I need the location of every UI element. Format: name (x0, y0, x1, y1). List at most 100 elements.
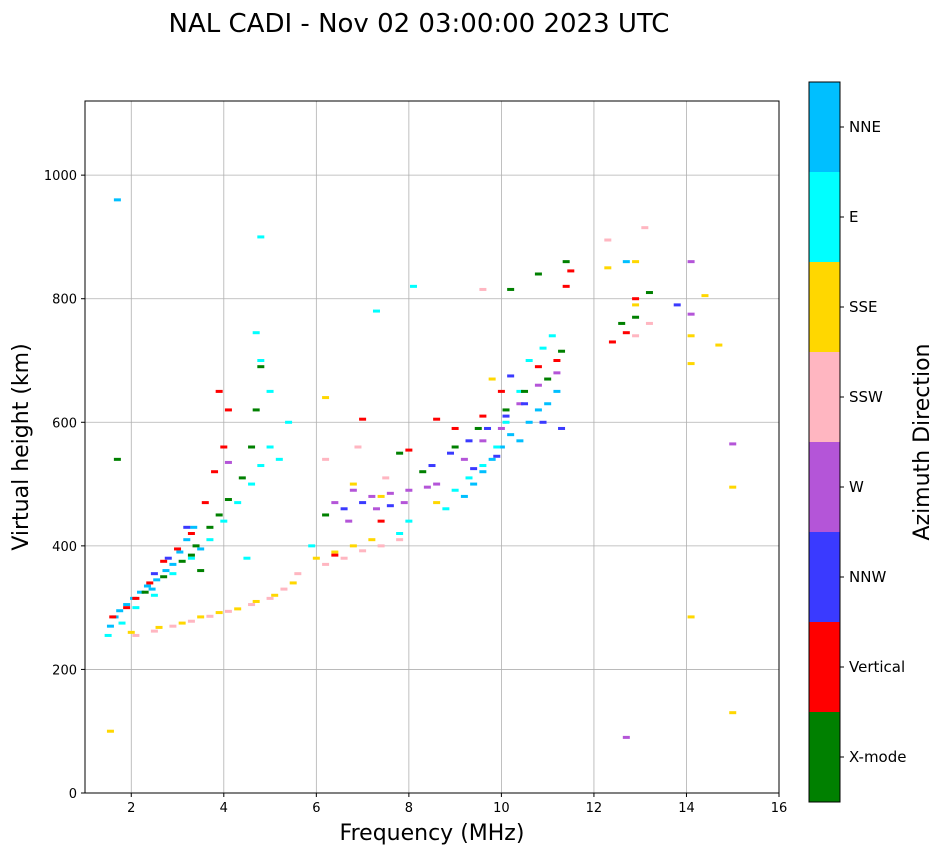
data-point (178, 621, 186, 625)
data-point (553, 371, 561, 375)
data-point (359, 417, 367, 421)
data-point (729, 485, 737, 489)
data-point (252, 599, 260, 603)
colorbar-swatch (809, 172, 840, 262)
data-point (377, 544, 385, 548)
colorbar-swatch (809, 442, 840, 532)
data-point (604, 238, 612, 242)
data-point (715, 343, 723, 347)
data-point (215, 513, 223, 517)
data-point (419, 470, 427, 474)
data-point (405, 519, 413, 523)
data-point (169, 624, 177, 628)
data-point (190, 525, 198, 529)
data-point (174, 547, 182, 551)
series-w (224, 260, 737, 739)
data-point (465, 439, 473, 443)
data-point (558, 349, 566, 353)
data-point (534, 365, 542, 369)
data-point (553, 389, 561, 393)
y-tick-label: 1000 (44, 169, 77, 184)
data-point (183, 538, 191, 542)
x-axis-label: Frequency (MHz) (340, 821, 525, 846)
data-point (331, 550, 339, 554)
data-point (368, 494, 376, 498)
y-axis-label: Virtual height (km) (9, 343, 34, 550)
colorbar-swatch (809, 622, 840, 712)
series-ssw (132, 226, 653, 637)
colorbar-swatch (809, 712, 840, 802)
data-point (622, 331, 630, 335)
data-point (169, 562, 177, 566)
data-point (238, 476, 246, 480)
data-point (507, 287, 515, 291)
data-point (359, 549, 367, 553)
data-point (386, 491, 394, 495)
data-point (562, 284, 570, 288)
data-point (257, 235, 265, 239)
data-point (447, 451, 455, 455)
data-point (553, 359, 561, 362)
colorbar-swatch (809, 262, 840, 352)
data-point (433, 482, 441, 486)
data-point (206, 538, 214, 542)
data-point (252, 331, 260, 335)
data-point (224, 460, 232, 464)
data-point (359, 501, 367, 505)
series-nnw (150, 303, 681, 576)
data-point (516, 402, 524, 406)
data-point (169, 572, 177, 576)
data-point (178, 559, 186, 563)
data-point (470, 482, 478, 486)
data-point (502, 420, 510, 424)
data-point (433, 417, 441, 421)
y-tick-label: 800 (52, 293, 77, 308)
data-point (400, 501, 408, 505)
data-point (632, 334, 640, 338)
data-point (150, 593, 158, 597)
data-point (345, 519, 353, 523)
data-point (132, 606, 140, 610)
data-point (368, 538, 376, 542)
data-point (294, 572, 302, 576)
data-point (544, 377, 552, 381)
data-point (220, 445, 228, 449)
colorbar-tick-label: SSW (849, 388, 883, 406)
data-point (340, 507, 348, 511)
y-tick-label: 400 (52, 540, 77, 555)
data-point (507, 374, 515, 378)
data-point (187, 556, 195, 560)
data-point (488, 457, 496, 461)
colorbar: X-mode Vertical NNW W SSW SSE E NNE (808, 81, 906, 803)
x-tick-label: 12 (586, 801, 603, 816)
data-point (176, 550, 184, 554)
data-point (396, 451, 404, 455)
data-point (372, 507, 380, 511)
data-point (252, 408, 260, 412)
data-point (215, 611, 223, 615)
data-point (113, 198, 121, 202)
data-point (132, 596, 140, 600)
data-point (484, 426, 492, 430)
data-point (248, 482, 256, 486)
colorbar-tick-label: NNW (849, 568, 886, 586)
series-e (104, 235, 556, 637)
data-point (479, 464, 487, 468)
x-tick-label: 14 (678, 801, 695, 816)
x-tick-label: 16 (771, 801, 788, 816)
data-point (331, 553, 339, 557)
series-nne (106, 198, 630, 628)
data-point (521, 402, 529, 406)
data-point (479, 287, 487, 291)
data-point (257, 464, 265, 468)
data-point (104, 633, 112, 637)
data-point (123, 606, 131, 610)
data-point (632, 315, 640, 319)
data-points (104, 198, 737, 739)
data-point (451, 488, 459, 492)
data-point (322, 562, 330, 566)
data-point (516, 389, 524, 393)
data-point (206, 525, 214, 529)
data-point (113, 457, 121, 461)
data-point (641, 226, 649, 230)
